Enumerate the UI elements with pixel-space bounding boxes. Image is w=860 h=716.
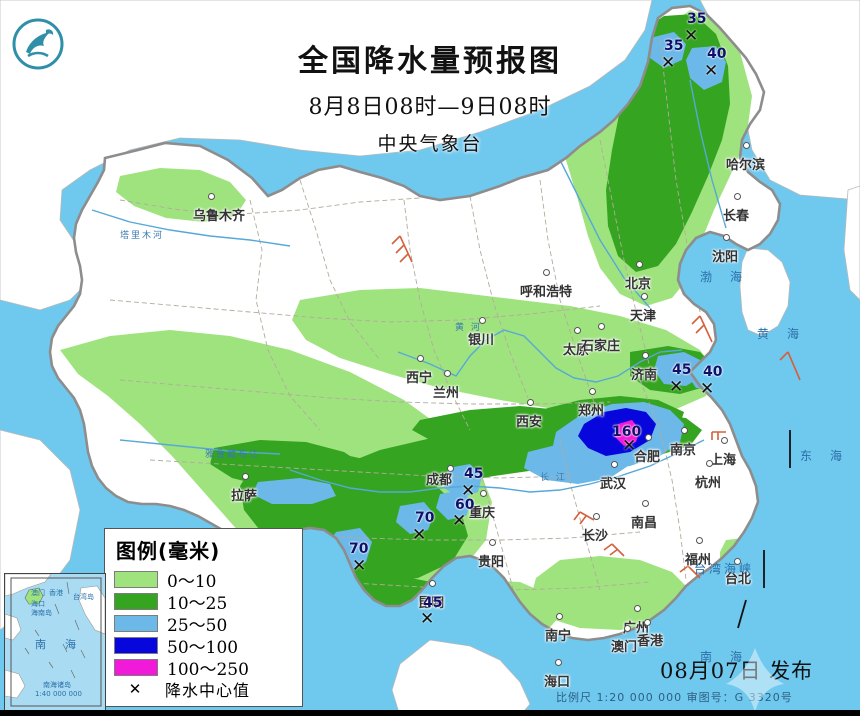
city-dot-32 (624, 625, 631, 632)
precip-center-value-1: 35 (664, 38, 684, 54)
city-dot-18 (706, 460, 713, 467)
legend-row-0: 0～10 (114, 568, 294, 592)
city-dot-33 (555, 659, 562, 666)
city-dot-27 (429, 580, 436, 587)
precip-center-value-2: 40 (707, 46, 727, 62)
city-dot-24 (593, 513, 600, 520)
precip-center-marker-10: ✕ (420, 609, 435, 629)
legend-swatch-3 (114, 636, 158, 654)
city-dot-8 (574, 327, 581, 334)
inset-graphic (5, 574, 105, 712)
precip-center-value-5: 160 (612, 424, 642, 440)
precip-center-marker-9: ✕ (352, 556, 367, 576)
south-china-sea-inset: 澳门 香港 台湾岛 海口 海南岛 南 海 南海诸岛 1:40 000 000 (4, 573, 106, 713)
precip-center-marker-5: ✕ (622, 436, 637, 456)
legend-center-label: 降水中心值 (165, 681, 251, 700)
precip-center-marker-4: ✕ (700, 379, 715, 399)
map-scale-text: 比例尺 1:20 000 000 审图号：G 3320号 (556, 691, 793, 704)
issuing-organization: 中央气象台 (377, 133, 483, 155)
bottom-black-strip (0, 710, 860, 716)
watermark-icon (726, 648, 784, 712)
city-dot-21 (480, 490, 487, 497)
city-dot-3 (723, 234, 730, 241)
city-dot-12 (444, 370, 451, 377)
legend-label-0: 0～10 (167, 571, 217, 592)
legend-rows: 0～10 10～25 25～50 50～100 100～250 (114, 568, 294, 680)
legend-label-1: 10～25 (167, 593, 228, 614)
title-block: 全国降水量预报图 8月8日08时—9日08时 中央气象台 (0, 36, 860, 156)
legend-label-3: 50～100 (167, 637, 239, 658)
city-dot-16 (681, 427, 688, 434)
precip-center-value-8: 70 (415, 510, 435, 526)
precip-center-value-3: 45 (672, 362, 692, 378)
city-dot-30 (634, 605, 641, 612)
city-dot-29 (556, 613, 563, 620)
legend-row-1: 10～25 (114, 590, 294, 614)
forecast-period: 8月8日08时—9日08时 (308, 95, 552, 120)
city-dot-2 (734, 193, 741, 200)
national-border (48, 4, 782, 642)
legend-panel: 图例(毫米) 0～10 10～25 25～50 50～100 100～250 ✕ 降水中… (104, 528, 303, 707)
city-dot-17 (721, 437, 728, 444)
city-dot-0 (208, 193, 215, 200)
city-dot-11 (417, 355, 424, 362)
legend-swatch-4 (114, 658, 158, 676)
precip-center-value-0: 35 (687, 11, 707, 27)
precip-center-value-10: 45 (423, 595, 443, 611)
city-dot-31 (644, 619, 651, 626)
rivers (91, 79, 727, 493)
city-dot-22 (242, 473, 249, 480)
city-dot-5 (636, 261, 643, 268)
city-dot-26 (696, 537, 703, 544)
city-dot-14 (527, 399, 534, 406)
precip-center-marker-1: ✕ (661, 53, 676, 73)
legend-label-4: 100～250 (167, 659, 249, 680)
wind-barbs (391, 235, 801, 579)
legend-row-3: 50～100 (114, 634, 294, 658)
page-title: 全国降水量预报图 (298, 44, 562, 79)
city-dot-1 (743, 142, 750, 149)
city-dot-4 (543, 269, 550, 276)
cma-dragon-logo-icon (12, 18, 64, 70)
legend-title: 图例(毫米) (116, 539, 221, 563)
precip-center-value-9: 70 (349, 541, 369, 557)
legend-row-4: 100～250 (114, 656, 294, 680)
wind-barbs-dark (737, 430, 791, 629)
legend-row-center-marker: ✕ 降水中心值 (114, 678, 294, 700)
precip-center-value-6: 45 (464, 466, 484, 482)
precip-center-marker-0: ✕ (684, 26, 699, 46)
city-dot-15 (645, 434, 652, 441)
city-dot-28 (734, 558, 741, 565)
issue-time-text: 08月07日 发布 (660, 659, 814, 683)
precip-center-marker-2: ✕ (704, 61, 719, 81)
city-dot-19 (611, 461, 618, 468)
precip-center-value-4: 40 (703, 364, 723, 380)
precip-center-marker-3: ✕ (669, 377, 684, 397)
city-dot-23 (642, 500, 649, 507)
city-dot-9 (598, 323, 605, 330)
city-dot-20 (447, 465, 454, 472)
legend-row-2: 25～50 (114, 612, 294, 636)
city-dot-6 (641, 293, 648, 300)
city-dot-13 (589, 388, 596, 395)
precip-center-marker-8: ✕ (412, 525, 427, 545)
city-dot-10 (642, 352, 649, 359)
legend-swatch-1 (114, 592, 158, 610)
city-dot-7 (479, 317, 486, 324)
legend-swatch-2 (114, 614, 158, 632)
precip-center-value-7: 60 (455, 497, 475, 513)
precip-center-marker-6: ✕ (461, 481, 476, 501)
legend-swatch-0 (114, 570, 158, 588)
precip-center-marker-7: ✕ (452, 511, 467, 531)
legend-label-2: 25～50 (167, 615, 228, 636)
precip-center-icon: ✕ (128, 680, 142, 698)
city-dot-25 (489, 539, 496, 546)
band-100-250-region (614, 420, 640, 446)
